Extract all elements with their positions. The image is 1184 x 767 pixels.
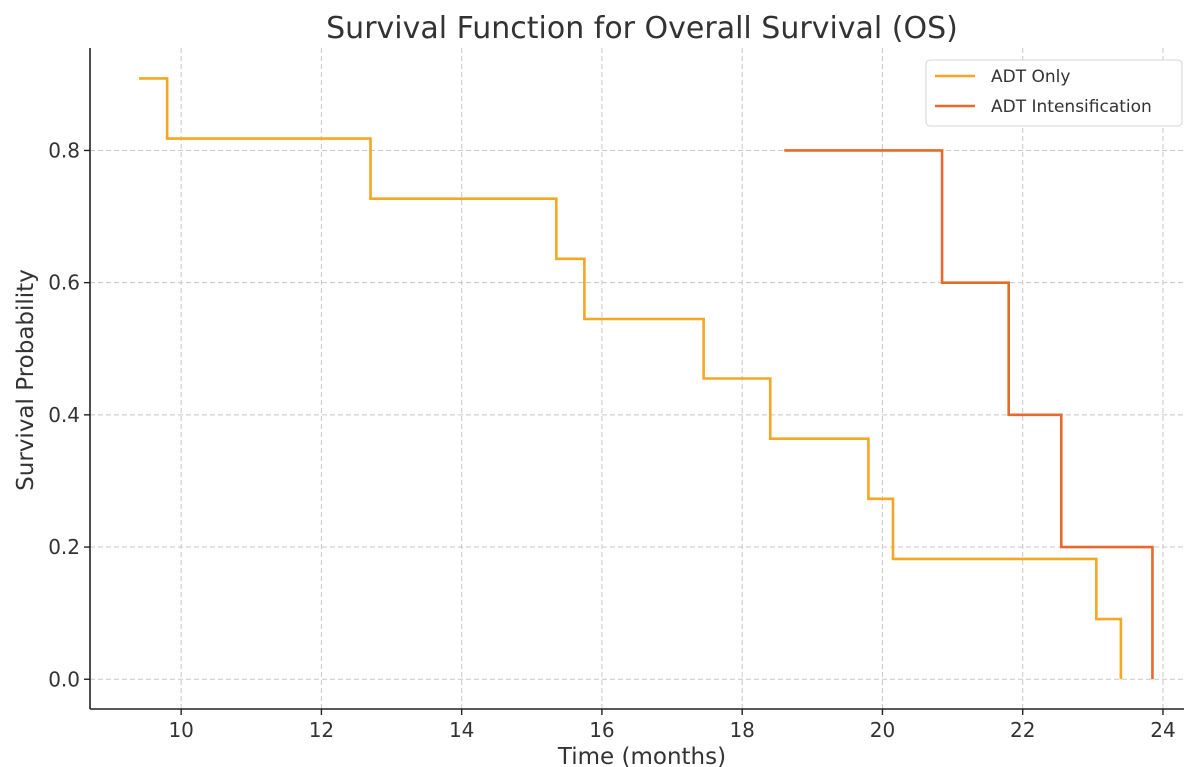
x-tick-label: 10 [168, 718, 193, 742]
x-tick-label: 18 [729, 718, 754, 742]
y-tick-label: 0.0 [48, 667, 80, 691]
x-tick-label: 14 [449, 718, 474, 742]
x-tick-label: 20 [870, 718, 895, 742]
ticks: 10 12 14 16 18 20 22 24 0.0 0.2 0.4 0.6 0.8 [48, 138, 1176, 742]
y-tick-label: 0.4 [48, 403, 80, 427]
x-tick-label: 22 [1010, 718, 1035, 742]
series-line-adt-only [139, 77, 1123, 680]
legend: ADT Only ADT Intensification [925, 59, 1183, 127]
x-tick-label: 12 [309, 718, 334, 742]
axes [89, 48, 1184, 710]
y-tick-label: 0.2 [48, 535, 80, 559]
x-axis-label: Time (months) [557, 744, 726, 767]
series-layer [139, 77, 1154, 680]
y-axis-label: Survival Probability [13, 269, 39, 491]
chart-title: Survival Function for Overall Survival (… [326, 11, 958, 46]
legend-label-adt-intensification: ADT Intensification [991, 97, 1152, 117]
x-tick-label: 24 [1150, 718, 1175, 742]
legend-box [925, 59, 1183, 127]
grid [90, 48, 1184, 709]
series-line-adt-intensification [784, 149, 1154, 680]
x-tick-label: 16 [589, 718, 614, 742]
y-tick-label: 0.6 [48, 271, 80, 295]
y-tick-label: 0.8 [48, 138, 80, 162]
legend-label-adt-only: ADT Only [991, 67, 1070, 87]
